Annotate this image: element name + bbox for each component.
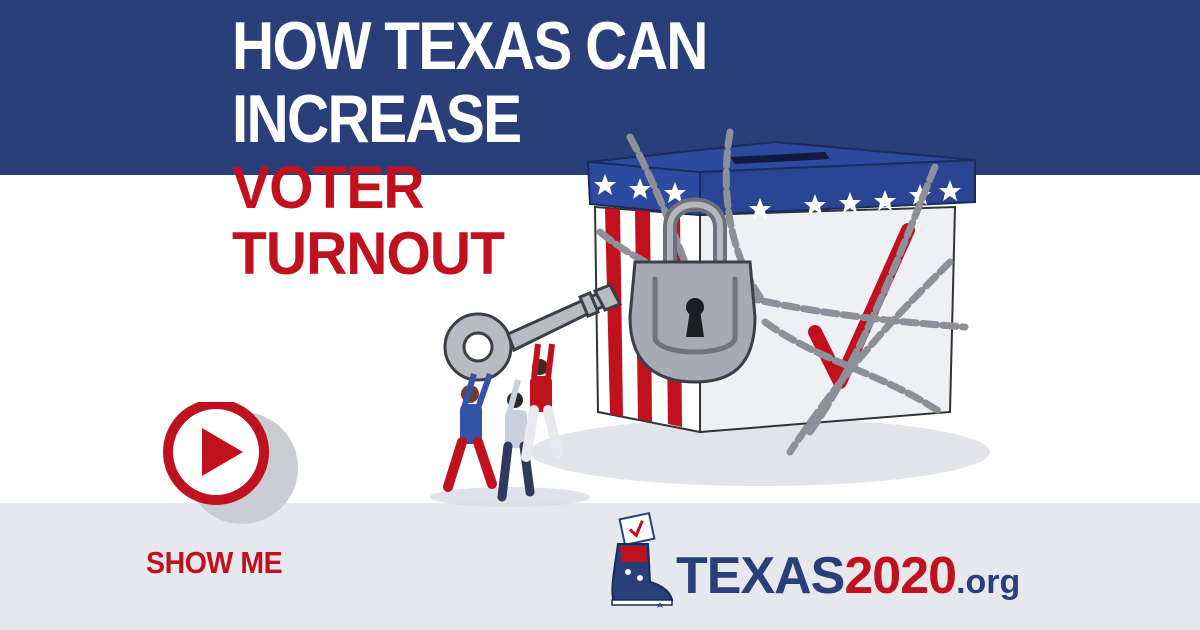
people-shadow [430, 487, 590, 507]
top-banner-band [0, 0, 1200, 175]
headline-line-4: TURNOUT [232, 220, 505, 287]
key [443, 283, 623, 382]
logo-year: 2020 [844, 547, 957, 605]
chained-ballot-box-illustration [430, 128, 990, 507]
headline-line-3: VOTER [232, 154, 425, 221]
bottom-banner-band [0, 503, 1200, 630]
logo-wordmark: TEXAS2020.org [676, 550, 1020, 602]
logo-name: TEXAS [676, 547, 845, 605]
cowboy-boot-ballot-icon [611, 512, 674, 608]
people-lifting-key [443, 343, 563, 502]
headline-line-2: INCREASE [232, 81, 522, 157]
logo-tld: .org [956, 563, 1021, 601]
padlock [628, 197, 757, 384]
headline: HOW TEXAS CAN INCREASE VOTER TURNOUT [232, 12, 784, 290]
ground-shadow [530, 418, 990, 486]
play-icon[interactable] [160, 402, 300, 526]
headline-line-1: HOW TEXAS CAN [232, 8, 708, 84]
show-me-button[interactable]: SHOW ME [146, 545, 283, 580]
texas2020-logo[interactable]: TEXAS2020.org [600, 512, 1120, 612]
